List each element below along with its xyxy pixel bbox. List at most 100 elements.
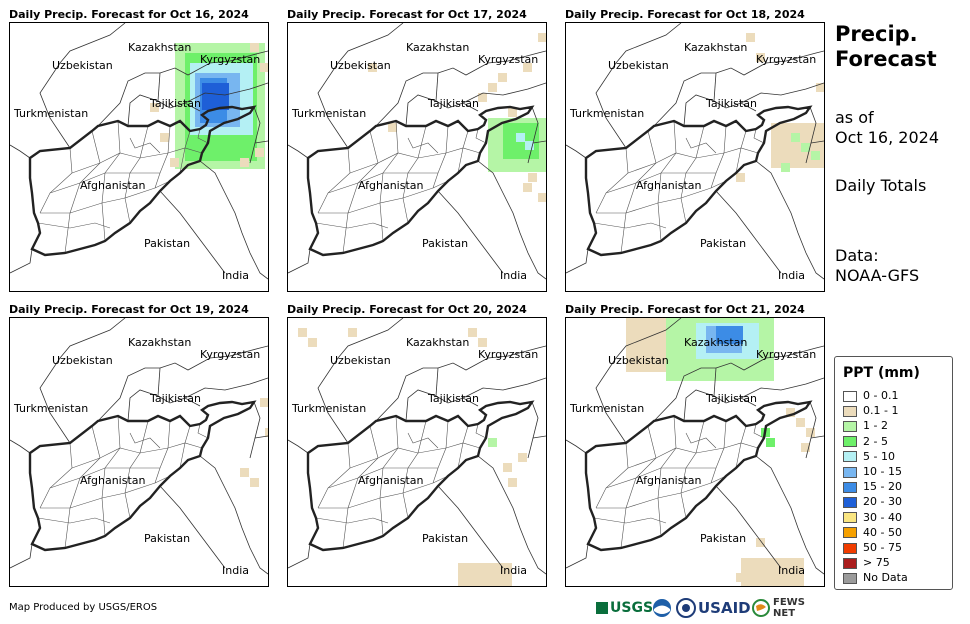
legend-label: 10 - 15: [863, 465, 902, 478]
precip-cell: [798, 159, 807, 168]
country-label-pakistan: Pakistan: [422, 237, 469, 250]
country-boundary: [159, 190, 226, 274]
precip-cell: [230, 143, 239, 152]
usaid-logo: USAID: [698, 599, 751, 617]
precip-cell: [741, 576, 750, 585]
precip-cell: [494, 581, 503, 586]
country-label-turkmenistan: Turkmenistan: [570, 107, 645, 120]
legend-label: 20 - 30: [863, 495, 902, 509]
precip-cell: [786, 585, 795, 586]
precip-cell: [508, 478, 517, 487]
precip-cell: [542, 163, 546, 172]
precip-cell: [240, 468, 249, 477]
precip-cell: [488, 118, 497, 127]
precip-cell: [542, 154, 546, 163]
precip-cell: [684, 363, 693, 372]
precip-cell: [702, 372, 711, 381]
precip-cell: [741, 332, 750, 341]
forecast-panel: Daily Precip. Forecast for Oct 19, 2024 K…: [9, 303, 269, 593]
country-boundary: [317, 23, 404, 149]
precip-cell: [211, 92, 220, 101]
precip-cell: [771, 132, 780, 141]
precip-cell: [756, 538, 765, 547]
precip-cell: [635, 363, 644, 372]
precip-cell: [256, 106, 265, 115]
precip-cell: [213, 73, 222, 82]
precip-cell: [795, 576, 804, 585]
precip-cell: [221, 53, 230, 62]
legend-label: 15 - 20: [863, 480, 902, 494]
precip-cell: [226, 63, 235, 72]
precip-cell: [789, 159, 798, 168]
precip-cell: [202, 43, 211, 52]
precip-cell: [675, 336, 684, 345]
precip-cell: [795, 585, 804, 586]
country-boundary: [157, 72, 161, 102]
precip-cell: [175, 70, 184, 79]
legend-swatch: [843, 542, 857, 554]
country-label-pakistan: Pakistan: [422, 532, 469, 545]
precip-cell: [530, 123, 539, 132]
precip-cell: [503, 581, 512, 586]
country-boundary: [10, 439, 31, 454]
country-label-tajikistan: Tajikistan: [706, 392, 757, 405]
country-label-uzbekistan: Uzbekistan: [608, 354, 669, 367]
precip-cell: [208, 63, 217, 72]
precip-cell: [795, 567, 804, 576]
country-boundary: [184, 377, 268, 399]
precip-cell: [768, 576, 777, 585]
province-boundary: [327, 467, 438, 489]
country-label-tajikistan: Tajikistan: [150, 392, 201, 405]
precip-cell: [696, 350, 705, 359]
country-label-india: India: [778, 564, 805, 577]
precip-cell: [202, 101, 211, 110]
precip-cell: [786, 558, 795, 567]
precip-cell: [644, 354, 653, 363]
precip-cell: [488, 136, 497, 145]
legend-swatch: [843, 572, 857, 584]
usgs-logo: USGS: [596, 598, 653, 618]
precip-cell: [816, 123, 824, 132]
precip-cell: [675, 318, 684, 327]
country-boundary: [810, 435, 824, 439]
precip-cell: [202, 83, 211, 92]
precip-cell: [542, 118, 546, 127]
province-boundary: [71, 147, 203, 174]
precip-cell: [260, 398, 268, 407]
legend-swatch: [843, 527, 857, 539]
country-boundary: [375, 72, 438, 127]
province-boundary: [596, 180, 727, 214]
precip-cell: [194, 143, 203, 152]
precip-cell: [771, 159, 780, 168]
province-boundary: [432, 420, 449, 484]
precip-cell: [190, 63, 199, 72]
precip-cell: [195, 82, 204, 91]
map-frame: Kazakhstan Uzbekistan Kyrgyzstan Tajikistan…: [287, 317, 547, 587]
country-boundary: [10, 144, 31, 159]
precip-cell: [705, 350, 714, 359]
precip-cell: [750, 350, 759, 359]
precip-cell: [816, 83, 824, 92]
legend-item: 10 - 15: [843, 465, 902, 479]
country-boundary: [595, 23, 682, 149]
country-boundary: [755, 160, 824, 280]
precip-cell: [798, 132, 807, 141]
precip-cell: [209, 114, 218, 123]
legend-item: 20 - 30: [843, 495, 902, 509]
precip-cell: [478, 338, 487, 347]
precip-cell: [503, 463, 512, 472]
precip-cell: [759, 576, 768, 585]
precip-cell: [801, 143, 810, 152]
precip-cell: [478, 93, 487, 102]
precip-cell: [203, 143, 212, 152]
precip-cell: [524, 118, 533, 127]
precip-cell: [765, 363, 774, 372]
country-label-afghanistan: Afghanistan: [80, 179, 146, 192]
legend-title: PPT (mm): [843, 365, 920, 381]
precip-cell: [734, 326, 743, 335]
province-boundary: [39, 442, 73, 509]
precip-cell: [747, 363, 756, 372]
country-boundary: [437, 345, 546, 371]
precip-cell: [503, 150, 512, 159]
precip-cell: [217, 63, 226, 72]
